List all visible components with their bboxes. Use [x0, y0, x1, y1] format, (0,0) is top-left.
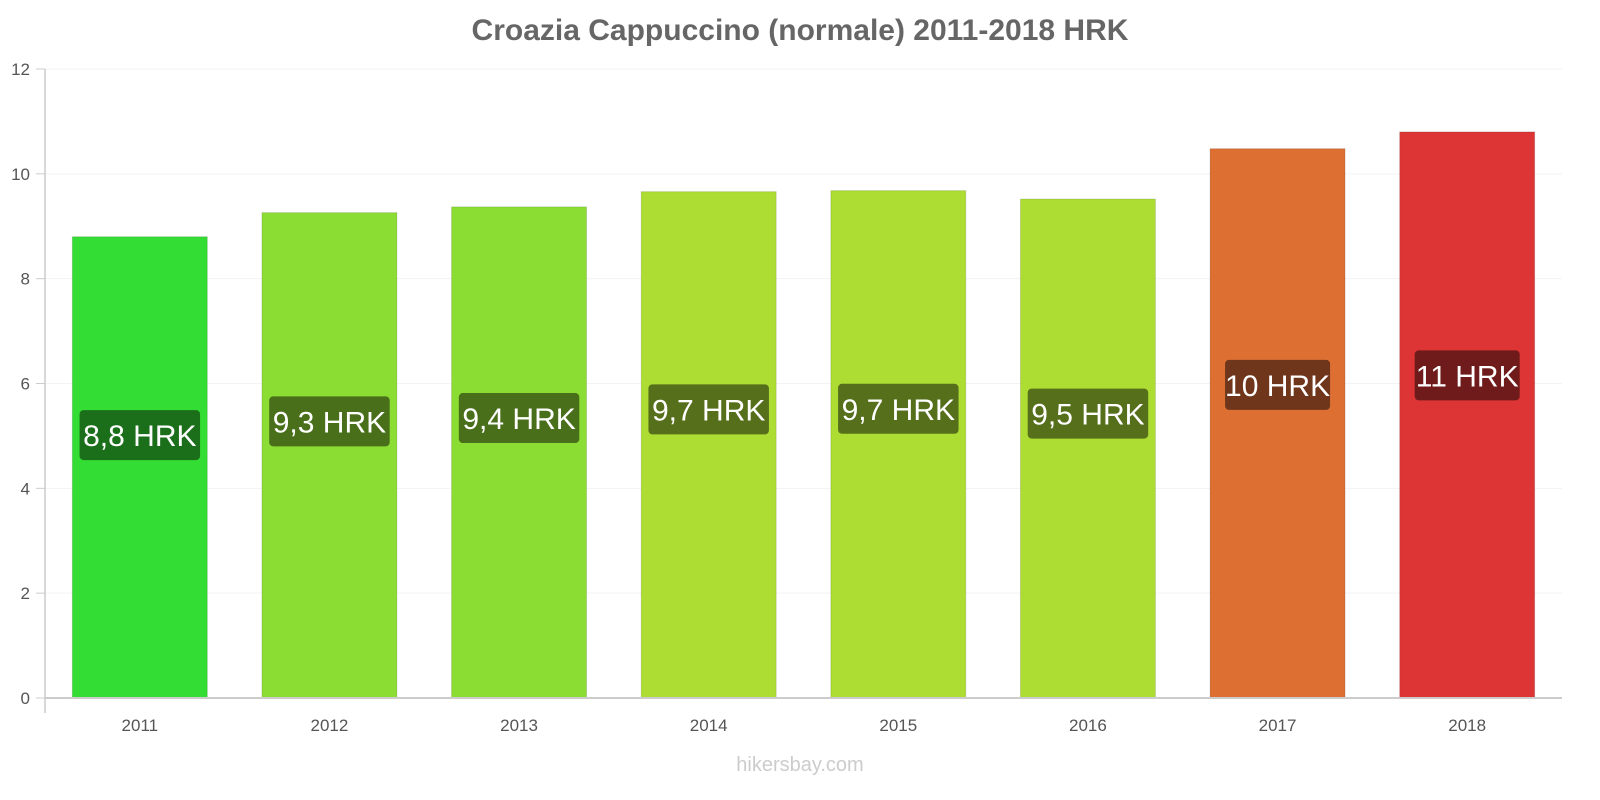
x-tick-label: 2011 — [122, 716, 159, 735]
data-label-box — [269, 396, 390, 447]
data-label: 9,7 HRK — [842, 394, 955, 427]
x-tick-label: 2018 — [1448, 716, 1486, 735]
bar-rect — [261, 212, 398, 699]
data-label: 9,4 HRK — [462, 403, 575, 436]
x-axis: 2011 2012 2013 2014 2015 2016 2017 2018 — [45, 697, 1562, 735]
bar-rect — [451, 206, 588, 699]
y-tick-label: 6 — [21, 375, 30, 394]
chart-title: Croazia Cappuccino (normale) 2011-2018 H… — [471, 14, 1129, 47]
y-tick-label: 10 — [11, 165, 30, 184]
bar-2018: 11 HRK — [1399, 131, 1536, 699]
data-label: 10 HRK — [1225, 370, 1330, 403]
x-tick-label: 2013 — [500, 716, 538, 735]
data-label: 9,7 HRK — [652, 394, 765, 427]
y-tick-label: 8 — [21, 270, 30, 289]
bar-2016: 9,5 HRK — [1019, 198, 1156, 699]
data-label: 9,5 HRK — [1031, 399, 1144, 432]
data-label-box — [1414, 350, 1520, 401]
y-tick-label: 12 — [11, 60, 30, 79]
y-tick-label: 4 — [21, 479, 30, 498]
bars: 8,8 HRK 9,3 HRK 9,4 HRK 9,7 HRK 9,7 HRK 9,5 H… — [71, 131, 1536, 699]
data-label: 9,3 HRK — [273, 406, 386, 439]
bar-rect — [1019, 198, 1156, 699]
watermark: hikersbay.com — [736, 754, 864, 776]
data-label-box — [1027, 388, 1149, 439]
x-tick-label: 2017 — [1259, 716, 1297, 735]
bar-2012: 9,3 HRK — [261, 212, 398, 699]
data-label-box — [1225, 359, 1331, 410]
bar-rect — [71, 236, 208, 699]
y-tick-label: 2 — [21, 584, 30, 603]
data-label-box — [79, 410, 201, 461]
data-label: 8,8 HRK — [83, 420, 196, 453]
x-tick-label: 2016 — [1069, 716, 1107, 735]
x-tick-label: 2015 — [879, 716, 917, 735]
x-tick-label: 2014 — [690, 716, 728, 735]
bar-rect — [1209, 148, 1346, 699]
bar-rect — [640, 191, 777, 699]
data-label-box — [458, 393, 580, 444]
data-label-box — [648, 384, 769, 435]
bar-2011: 8,8 HRK — [71, 236, 208, 699]
y-axis: 0 2 4 6 8 10 12 — [11, 60, 46, 713]
y-tick-label: 0 — [21, 689, 30, 708]
bar-2017: 10 HRK — [1209, 148, 1346, 699]
bar-2013: 9,4 HRK — [451, 206, 588, 699]
x-tick-label: 2012 — [311, 716, 349, 735]
data-label-box — [838, 383, 959, 434]
bar-2015: 9,7 HRK — [830, 190, 967, 699]
bar-2014: 9,7 HRK — [640, 191, 777, 699]
data-label: 11 HRK — [1416, 360, 1519, 393]
bar-rect — [1399, 131, 1536, 699]
bar-rect — [830, 190, 967, 699]
